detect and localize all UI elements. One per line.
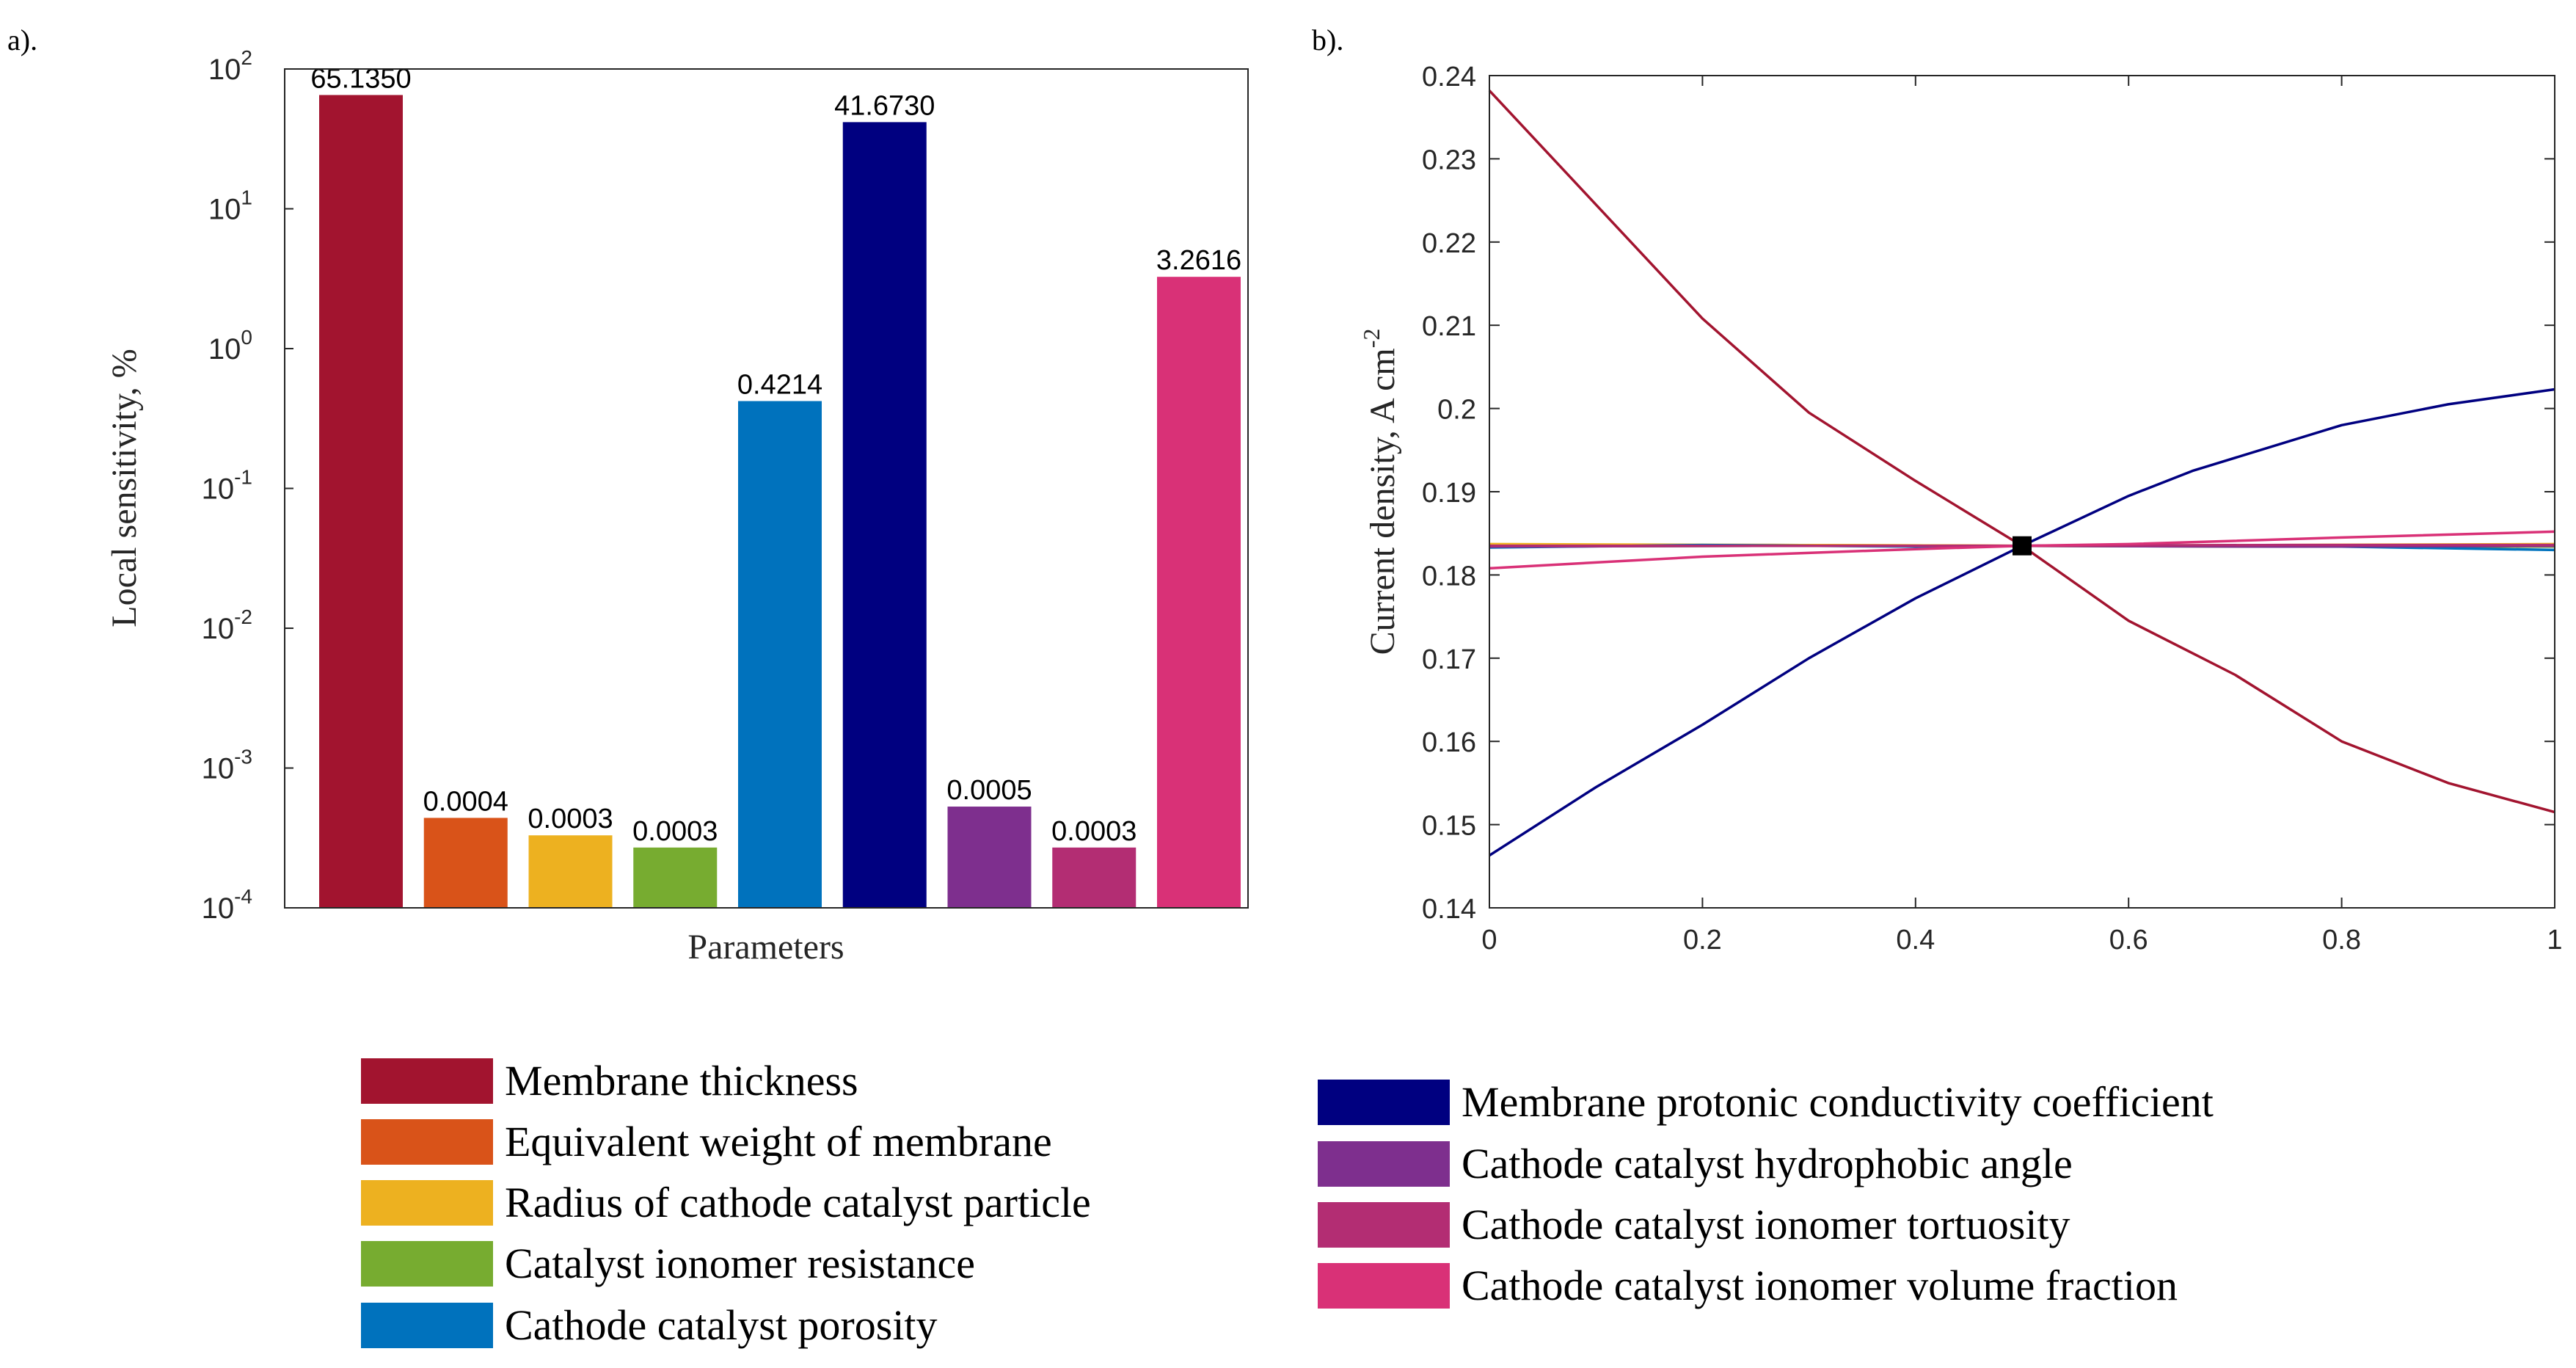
y-tick-base: 10: [202, 753, 235, 785]
y-tick-label: 0.16: [1422, 727, 1476, 758]
y-tick-base: 10: [208, 333, 241, 365]
x-tick-label: 0.6: [2109, 925, 2148, 956]
legend-swatch: [1318, 1141, 1450, 1187]
y-tick-label: 10-3: [202, 746, 252, 785]
x-tick-label: 0: [1481, 925, 1497, 956]
bar-value-label: 0.4214: [737, 369, 822, 400]
y-tick-base: 10: [208, 194, 241, 226]
operating-point-marker: [2013, 536, 2032, 556]
legend-label: Membrane thickness: [505, 1057, 858, 1105]
bar-value-label: 0.0003: [632, 816, 718, 847]
y-tick-label: 0.19: [1422, 478, 1476, 509]
x-tick-label: 1: [2547, 925, 2562, 956]
y-tick-base: 10: [208, 54, 241, 86]
y-tick-exponent: -3: [234, 746, 252, 768]
bar: [423, 818, 508, 908]
y-tick-label: 10-2: [202, 605, 252, 645]
bar: [842, 122, 927, 908]
y-axis-label-exponent: -2: [1358, 329, 1384, 349]
bar-value-label: 0.0003: [1051, 816, 1136, 847]
legend-label: Equivalent weight of membrane: [505, 1118, 1052, 1165]
legend: Membrane thickness Equivalent weight of m…: [361, 1057, 2214, 1349]
y-tick-exponent: -1: [234, 466, 252, 489]
y-tick-label: 0.22: [1422, 228, 1476, 259]
bar: [1052, 847, 1136, 908]
bar-value-label: 41.6730: [834, 90, 935, 121]
y-tick-exponent: 2: [241, 46, 252, 69]
legend-label: Catalyst ionomer resistance: [505, 1240, 975, 1287]
y-tick-exponent: -4: [234, 885, 252, 908]
y-axis-label: Local sensitivity, %: [105, 349, 144, 627]
y-tick-base: 10: [202, 892, 235, 925]
y-tick-label: 0.24: [1422, 62, 1476, 92]
legend-swatch: [1318, 1080, 1450, 1125]
legend-label: Radius of cathode catalyst particle: [505, 1179, 1091, 1226]
legend-label: Cathode catalyst porosity: [505, 1301, 938, 1349]
panel-b-label: b).: [1312, 23, 1343, 57]
y-tick-label: 0.17: [1422, 644, 1476, 675]
series-line: [1489, 388, 2555, 857]
x-tick-label: 0.4: [1896, 925, 1935, 956]
y-tick-label: 10-4: [202, 885, 252, 925]
bar: [633, 847, 718, 908]
y-tick-label: 0.15: [1422, 811, 1476, 842]
y-axis-label-main: Current density, A cm: [1363, 348, 1402, 655]
y-tick-label: 0.18: [1422, 561, 1476, 592]
bar-value-label: 0.0004: [423, 786, 508, 817]
y-tick-label: 0.23: [1422, 145, 1476, 175]
bar: [738, 401, 822, 908]
y-tick-label: 0.21: [1422, 311, 1476, 342]
axis-ticks: 0 0.2 0.4 0.6 0.8 1 0.14 0.15 0.16 0.17 0.18 0.19 0.…: [1422, 62, 2563, 956]
bar: [528, 835, 613, 908]
y-tick-label: 101: [208, 186, 252, 226]
x-tick-label: 0.2: [1683, 925, 1722, 956]
series-line: [1488, 90, 2555, 814]
x-axis-label: Parameters: [687, 928, 844, 967]
legend-label: Cathode catalyst hydrophobic angle: [1462, 1140, 2073, 1187]
bar-value-label: 65.1350: [310, 63, 411, 94]
legend-swatch: [361, 1303, 493, 1348]
y-tick-label: 10-1: [202, 466, 252, 506]
bar-value-label: 3.2616: [1156, 245, 1241, 276]
y-tick-label: 0.14: [1422, 894, 1476, 925]
y-axis-label: Current density, A cm-2: [1358, 329, 1402, 655]
bar: [319, 95, 403, 908]
bar: [1157, 277, 1241, 909]
legend-swatch: [361, 1119, 493, 1165]
plot-area-frame: [1489, 75, 2555, 909]
legend-swatch: [1318, 1202, 1450, 1248]
y-tick-base: 10: [202, 473, 235, 506]
y-tick-label: 102: [208, 46, 252, 86]
bar-data-labels: 65.1350 0.0004 0.0003 0.0003 0.4214 41.6730 0.…: [310, 63, 1241, 846]
y-tick-label: 0.2: [1437, 395, 1476, 426]
operating-point: [2013, 536, 2032, 556]
y-tick-label: 100: [208, 326, 252, 365]
bar-value-label: 0.0005: [946, 775, 1032, 806]
y-tick-exponent: -2: [234, 605, 252, 628]
series-lines: [1488, 90, 2555, 857]
legend-label: Cathode catalyst ionomer volume fraction: [1462, 1262, 2178, 1309]
legend-swatch: [361, 1058, 493, 1104]
y-tick-base: 10: [202, 613, 235, 645]
plot-area-frame: [284, 68, 1249, 909]
panel-a-label: a).: [7, 23, 37, 57]
legend-label: Cathode catalyst ionomer tortuosity: [1462, 1201, 2070, 1248]
x-tick-label: 0.8: [2322, 925, 2361, 956]
legend-swatch: [1318, 1263, 1450, 1309]
bars: [319, 95, 1241, 909]
bar: [947, 807, 1032, 908]
legend-label: Membrane protonic conductivity coefficie…: [1462, 1078, 2214, 1126]
line-chart-current-density: 0 0.2 0.4 0.6 0.8 1 0.14 0.15 0.16 0.17 0.18 0.19 0.…: [1358, 62, 2563, 956]
bar-value-label: 0.0003: [528, 804, 613, 834]
y-tick-exponent: 0: [241, 326, 252, 349]
legend-swatch: [361, 1180, 493, 1226]
y-tick-exponent: 1: [241, 186, 252, 209]
legend-swatch: [361, 1241, 493, 1287]
